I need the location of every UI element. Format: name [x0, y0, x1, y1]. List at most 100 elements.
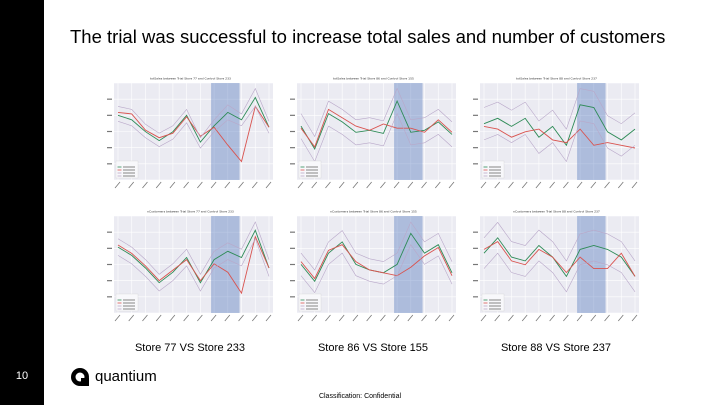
x-tick-label — [590, 314, 597, 322]
legend-entry — [489, 302, 501, 304]
x-tick-label — [311, 314, 318, 322]
legend-entry — [123, 175, 135, 177]
y-tick-label — [290, 280, 295, 282]
x-tick-label — [142, 181, 148, 189]
x-tick-label — [128, 181, 135, 189]
x-tick-label — [535, 314, 542, 322]
y-tick-label — [107, 163, 112, 165]
line-chart: totSales between Trial Store 77 and Cont… — [107, 77, 273, 189]
series-line — [117, 221, 270, 275]
chart-panel-customers-86: nCustomers between Trial Store 86 and Co… — [285, 208, 462, 333]
x-tick-label — [549, 181, 555, 189]
y-tick-label — [107, 280, 112, 282]
legend-entry — [306, 169, 318, 171]
x-tick-label — [434, 181, 441, 189]
y-tick-label — [290, 231, 295, 233]
y-tick-label — [473, 98, 478, 100]
x-tick-label — [508, 314, 514, 322]
x-tick-label — [563, 314, 569, 322]
y-tick-label — [290, 114, 295, 116]
y-tick-label — [473, 263, 478, 266]
x-tick-label — [251, 181, 258, 189]
trial-period-band — [394, 216, 423, 313]
x-tick-label — [338, 181, 345, 189]
series-line — [300, 99, 453, 151]
x-tick-label — [128, 314, 135, 322]
chart-panel-sales-88: totSales between Trial Store 88 and Cont… — [468, 75, 645, 200]
x-tick-label — [155, 181, 162, 189]
y-tick-label — [473, 163, 478, 165]
legend-entry — [123, 305, 135, 307]
series-line — [117, 235, 270, 295]
legend-entry — [306, 166, 318, 168]
legend-entry — [123, 169, 135, 171]
legend-entry — [306, 302, 318, 304]
x-tick-label — [265, 181, 272, 189]
x-tick-label — [521, 181, 528, 189]
line-chart: nCustomers between Trial Store 77 and Co… — [107, 210, 273, 322]
legend-entry — [489, 305, 501, 307]
chart-title: nCustomers between Trial Store 86 and Co… — [330, 210, 417, 214]
trial-period-band — [211, 83, 240, 180]
x-tick-label — [114, 314, 121, 322]
y-tick-label — [473, 147, 478, 149]
x-tick-label — [576, 314, 583, 322]
x-tick-label — [434, 314, 441, 322]
y-tick-label — [290, 263, 295, 266]
y-tick-label — [473, 130, 478, 133]
legend — [298, 160, 322, 179]
x-tick-label — [380, 314, 386, 322]
y-tick-label — [107, 247, 112, 249]
y-tick-label — [473, 114, 478, 116]
caption-store-77: Store 77 VS Store 233 — [134, 342, 246, 354]
x-tick-label — [421, 314, 427, 322]
legend-entry — [489, 169, 501, 171]
x-tick-label — [535, 181, 542, 189]
chart-panel-customers-88: nCustomers between Trial Store 88 and Co… — [468, 208, 645, 333]
series-line — [300, 221, 453, 271]
legend — [481, 160, 505, 179]
page-number: 10 — [15, 370, 29, 382]
x-tick-label — [142, 314, 148, 322]
x-tick-label — [617, 181, 624, 189]
x-tick-label — [210, 314, 217, 322]
series-line — [117, 87, 270, 139]
legend-entry — [306, 299, 318, 301]
trial-period-band — [577, 83, 606, 180]
x-tick-label — [169, 314, 176, 322]
legend-entry — [306, 305, 318, 307]
y-tick-label — [473, 231, 478, 233]
legend-entry — [489, 308, 501, 310]
legend-entry — [123, 166, 135, 168]
y-tick-label — [107, 147, 112, 149]
x-tick-label — [393, 314, 400, 322]
x-tick-label — [617, 314, 624, 322]
x-tick-label — [631, 181, 638, 189]
x-tick-label — [590, 181, 597, 189]
x-tick-label — [238, 314, 244, 322]
x-tick-label — [311, 181, 318, 189]
caption-store-86: Store 86 VS Store 155 — [317, 342, 429, 354]
series-line — [117, 105, 270, 163]
x-tick-label — [297, 314, 304, 322]
x-tick-label — [114, 181, 121, 189]
x-tick-label — [480, 314, 487, 322]
series-line — [117, 237, 270, 292]
y-tick-label — [107, 231, 112, 233]
x-tick-label — [366, 314, 372, 322]
x-tick-label — [604, 181, 610, 189]
legend-entry — [123, 172, 135, 174]
chart-title: totSales between Trial Store 88 and Cont… — [516, 77, 597, 81]
y-tick-label — [107, 130, 112, 133]
x-tick-label — [480, 181, 487, 189]
series-line — [300, 87, 453, 138]
x-tick-label — [549, 314, 555, 322]
x-tick-label — [521, 314, 528, 322]
y-tick-label — [473, 247, 478, 249]
y-tick-label — [473, 296, 478, 298]
legend — [115, 160, 139, 179]
series-line — [483, 104, 636, 147]
x-tick-label — [631, 314, 638, 322]
chart-title: totSales between Trial Store 86 and Cont… — [333, 77, 414, 81]
x-tick-label — [325, 314, 331, 322]
